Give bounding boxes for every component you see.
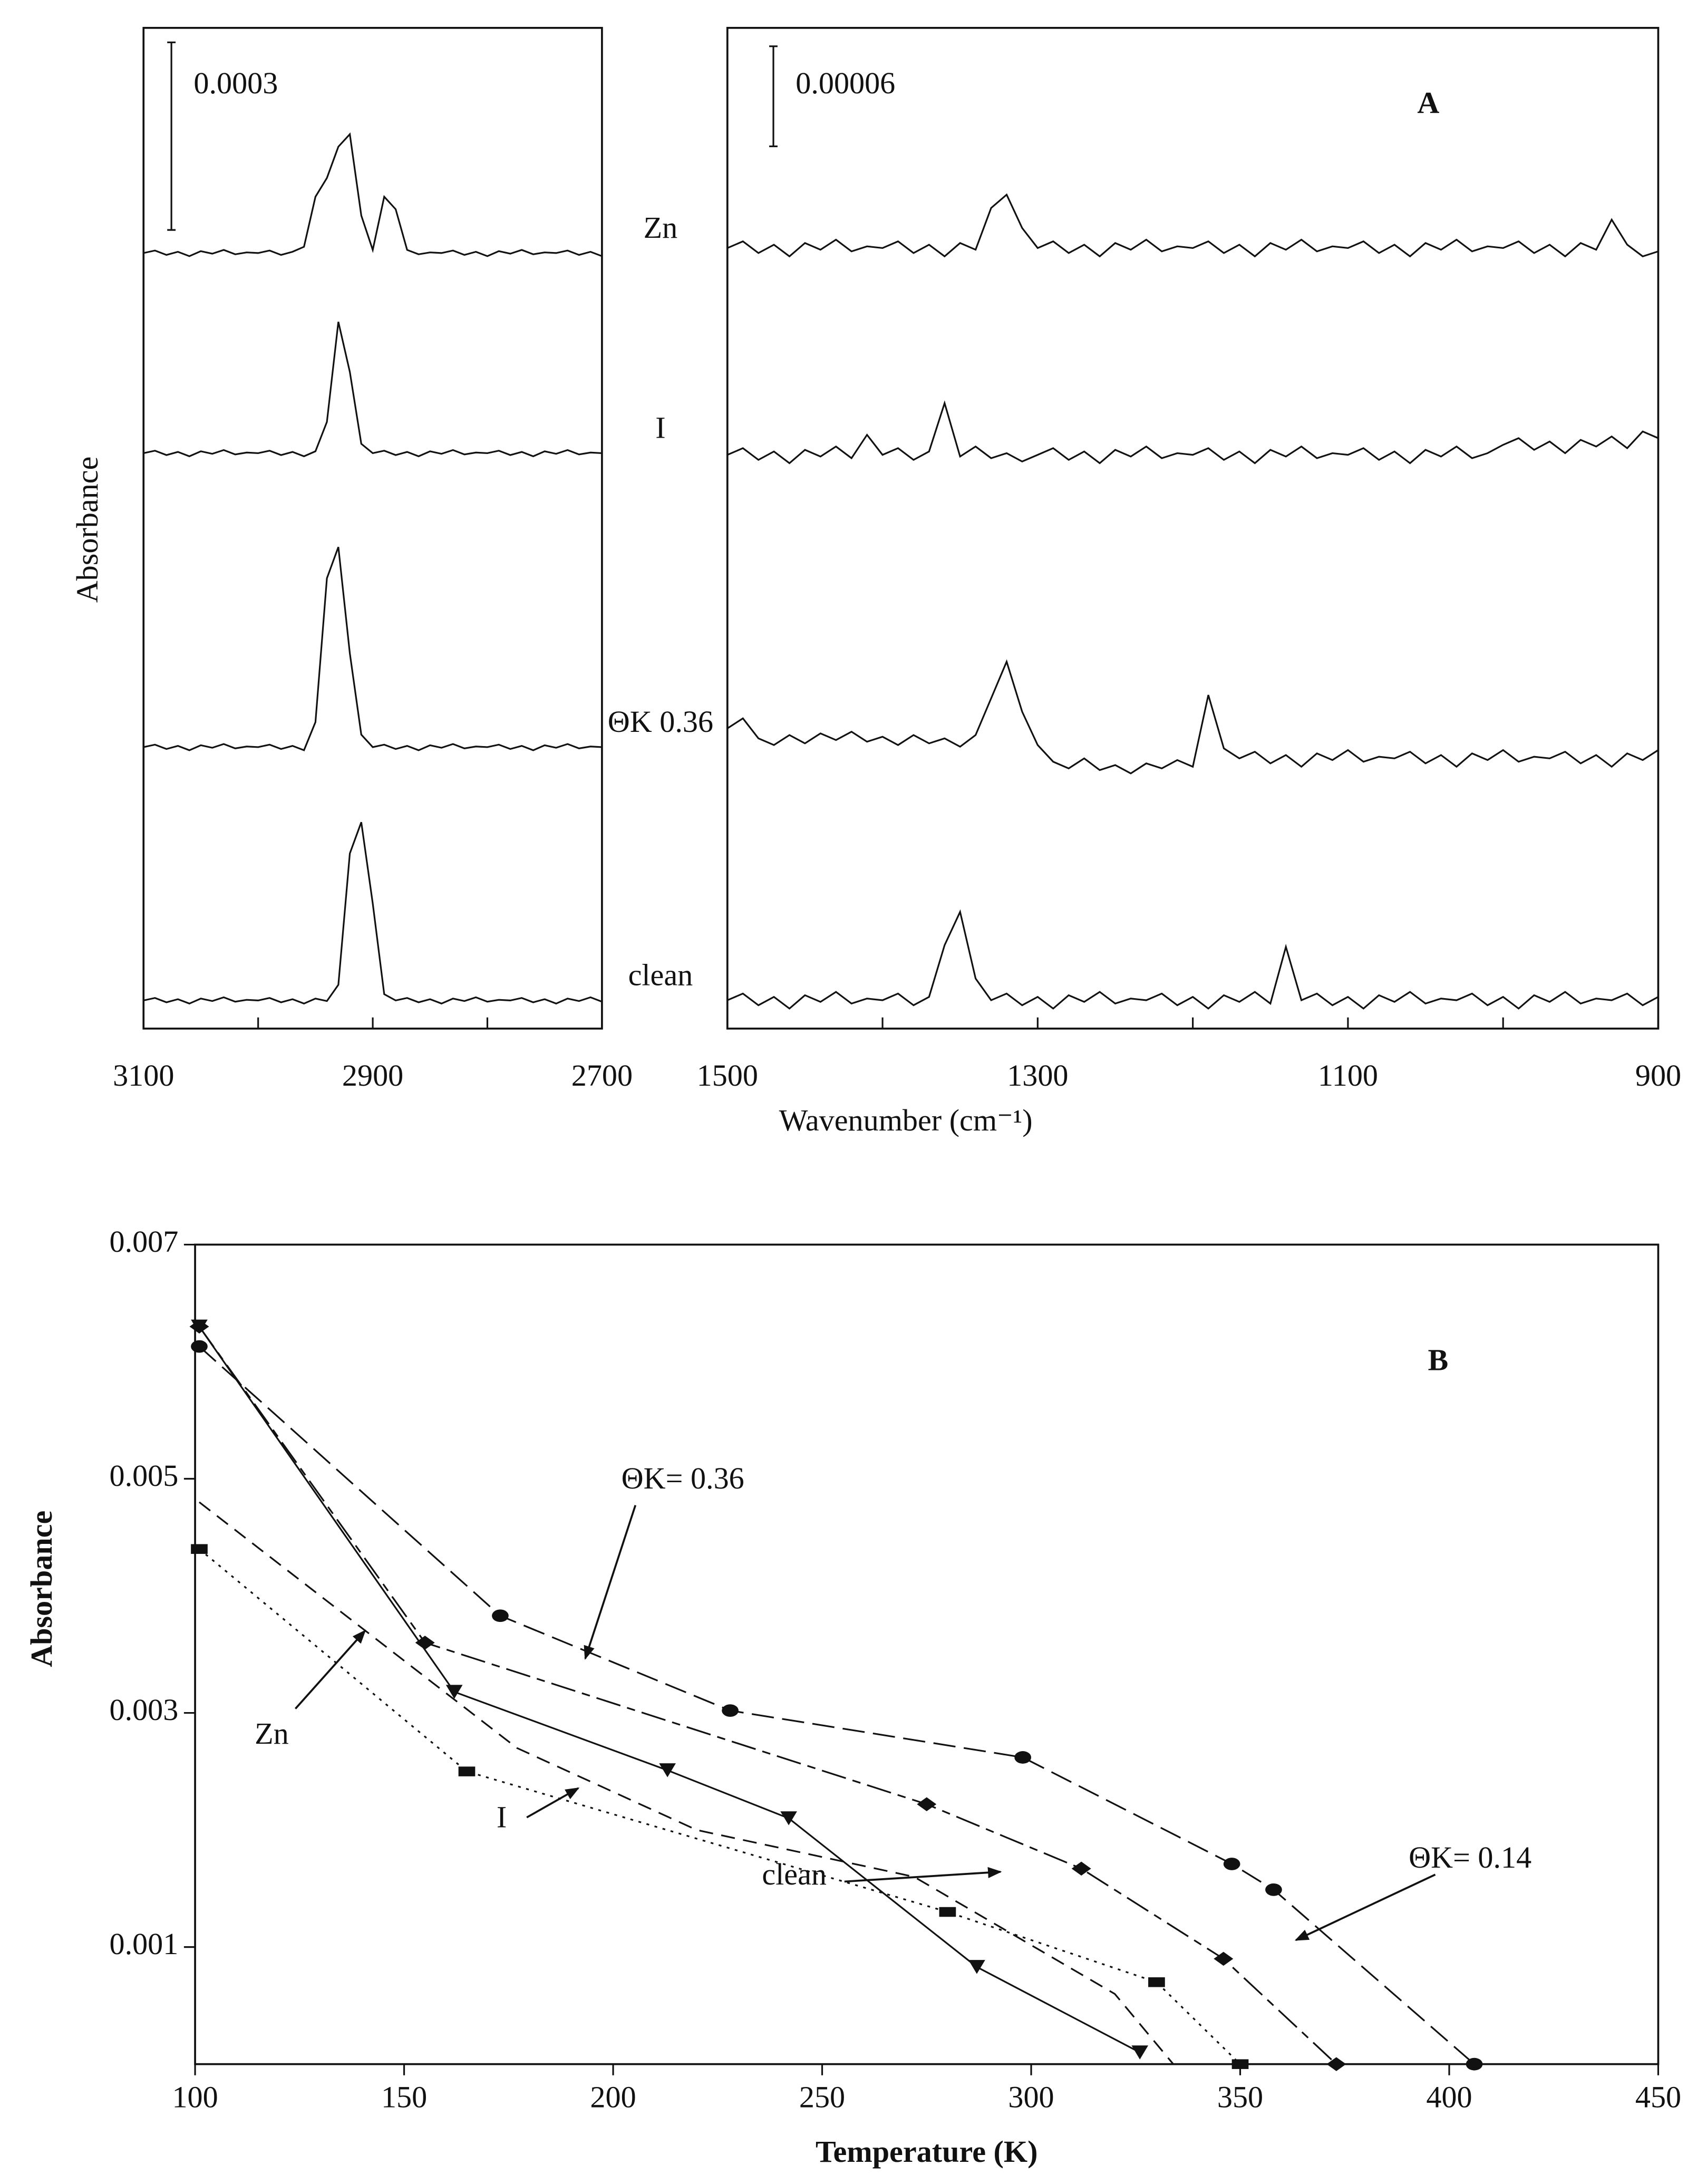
data-point (659, 1763, 676, 1777)
y-axis-label: Absorbance (24, 1511, 59, 1667)
series-line (198, 1346, 1475, 2065)
x-tick-label: 2700 (571, 1058, 633, 1093)
series-label: ΘK= 0.36 (622, 1461, 744, 1495)
series-label: Zn (255, 1716, 289, 1751)
y-tick-label: 0.003 (110, 1693, 179, 1727)
series-label: Zn (644, 210, 678, 245)
annotation-arrows (294, 1505, 1436, 1941)
arrow (844, 1867, 1002, 1883)
data-point (492, 1609, 509, 1622)
arrow (1294, 1873, 1436, 1941)
data-point (1131, 2045, 1149, 2060)
x-tick-label: 450 (1635, 2080, 1681, 2114)
spectrum (727, 909, 1659, 1010)
data-point (191, 1319, 208, 1334)
panel-label: B (1428, 1342, 1448, 1377)
spectrum (727, 400, 1659, 465)
data-point (1466, 2057, 1483, 2071)
spectrum (143, 546, 602, 751)
series-line (198, 1326, 1337, 2065)
scale-bar-label: 0.00006 (796, 66, 895, 100)
data-point (722, 1704, 739, 1717)
series-label: I (497, 1800, 507, 1834)
data-point (1148, 1977, 1165, 1987)
data-point (191, 1340, 208, 1353)
data-point (1223, 1858, 1240, 1870)
x-axis-label: Wavenumber (cm⁻¹) (779, 1103, 1033, 1137)
x-tick-label: 150 (381, 2080, 427, 2114)
y-tick-label: 0.007 (110, 1224, 179, 1259)
data-point (445, 1685, 463, 1699)
data-point (1014, 1751, 1032, 1764)
x-tick-label: 1300 (1007, 1058, 1068, 1093)
spectrum (726, 659, 1659, 775)
spectrum (727, 193, 1658, 258)
data-point (1326, 2057, 1346, 2071)
spectrum (143, 822, 603, 1004)
data-point (1265, 1883, 1282, 1896)
data-point (939, 1907, 956, 1917)
panel-label: A (1417, 85, 1439, 120)
x-tick-label: 2900 (342, 1058, 403, 1093)
data-point (191, 1544, 208, 1554)
x-tick-label: 300 (1008, 2080, 1054, 2114)
plot-frame (726, 27, 1660, 1030)
series-label: ΘK= 0.14 (1409, 1840, 1531, 1874)
series-line (198, 1548, 1241, 2065)
x-axis-label: Temperature (K) (816, 2134, 1037, 2169)
scale-bar-label: 0.0003 (193, 66, 278, 100)
x-tick-label: 200 (590, 2080, 636, 2114)
y-tick-label: 0.001 (110, 1927, 179, 1961)
data-point (1231, 2059, 1249, 2069)
series-label: ΘK 0.36 (608, 704, 713, 739)
plot-frame (194, 1243, 1660, 2065)
x-tick-label: 900 (1635, 1058, 1681, 1093)
x-tick-label: 1500 (697, 1058, 758, 1093)
series-line (199, 1501, 1174, 2065)
x-tick-label: 100 (172, 2080, 218, 2114)
x-tick-label: 400 (1426, 2080, 1472, 2114)
data-point (780, 1811, 797, 1825)
data-point (968, 1960, 985, 1974)
arrow (526, 1787, 580, 1819)
y-axis-label: Absorbance (70, 457, 104, 603)
series-label: I (655, 411, 665, 445)
x-tick-label: 3100 (113, 1058, 174, 1093)
plot-frame (142, 27, 603, 1030)
arrow (584, 1505, 637, 1660)
spectrum (143, 322, 602, 458)
x-tick-label: 1100 (1318, 1058, 1378, 1093)
x-tick-label: 350 (1217, 2080, 1263, 2114)
y-tick-label: 0.005 (110, 1458, 179, 1493)
data-point (917, 1797, 937, 1811)
data-point (458, 1766, 476, 1776)
data-point (415, 1636, 435, 1650)
series-label: clean (628, 958, 693, 992)
arrow (294, 1629, 366, 1709)
series-line (198, 1326, 1140, 2053)
data-point (1071, 1861, 1091, 1876)
spectrum (143, 132, 603, 257)
x-tick-label: 250 (799, 2080, 845, 2114)
data-point (1214, 1951, 1234, 1966)
